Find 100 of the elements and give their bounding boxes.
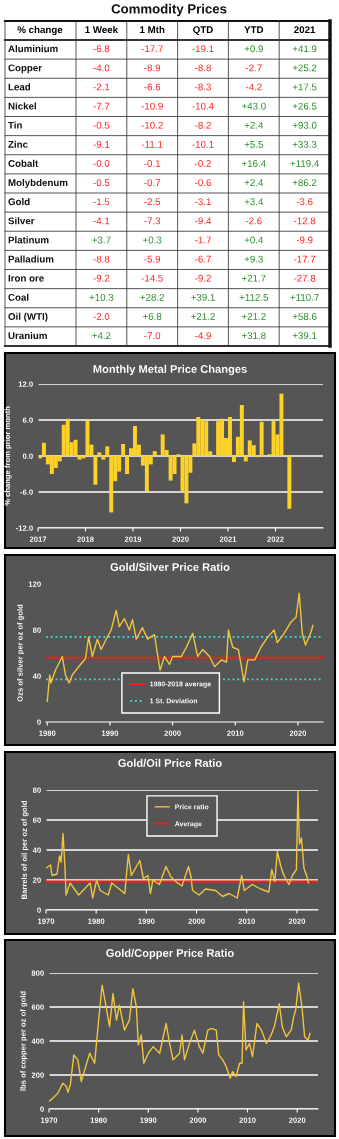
y-tick-label: Zinc	[8, 140, 28, 148]
data-label: -2.1	[93, 83, 110, 91]
data-label: +39.1	[292, 332, 317, 340]
data-label: +3.7	[92, 236, 111, 244]
data-label: +0.4	[244, 236, 264, 244]
data-label: +0.9	[244, 45, 263, 53]
data-label: -0.5	[93, 179, 110, 187]
data-label: -8.9	[144, 64, 161, 72]
data-label: -0.7	[144, 179, 161, 187]
y-tick-label: Silver	[8, 217, 35, 225]
bar	[73, 439, 78, 456]
y-tick-label: Gold	[8, 198, 30, 206]
data-label: +33.3	[292, 140, 317, 148]
data-label: +28.2	[140, 293, 165, 301]
data-label: -8.8	[93, 255, 110, 263]
data-label: -2.0	[93, 313, 110, 320]
bar	[196, 417, 201, 456]
data-label: -2.5	[144, 198, 161, 206]
bar	[271, 420, 276, 456]
chart-title: Monthly Metal Price Changes	[93, 364, 247, 376]
bar	[41, 442, 46, 456]
data-label: -8.2	[195, 121, 211, 129]
bar	[243, 456, 248, 462]
data-label: -7.7	[93, 102, 110, 110]
bar	[160, 434, 165, 456]
data-label: -3.6	[296, 198, 313, 206]
data-label: +2.4	[244, 121, 264, 129]
line-series	[46, 790, 310, 899]
data-label: -0.6	[195, 179, 211, 187]
data-label: -0.2	[195, 160, 211, 167]
data-label: +86.2	[292, 179, 317, 187]
chart-title: Commodity Prices	[111, 3, 227, 17]
bar	[220, 418, 225, 456]
y-tick-label: Nickel	[8, 102, 36, 110]
bar	[77, 456, 82, 460]
data-label: -4.2	[245, 83, 262, 91]
bar	[121, 444, 126, 456]
data-label: -9.9	[296, 236, 313, 244]
chart-title: Gold/Copper Price Ratio	[106, 948, 234, 960]
x-tick-label: 1 Mth	[140, 25, 165, 34]
data-label: -17.7	[141, 45, 163, 53]
data-label: +6.8	[143, 313, 162, 320]
data-label: -19.1	[192, 45, 214, 53]
bar	[287, 456, 292, 509]
data-label: -8.8	[195, 64, 211, 72]
data-label: -9.4	[195, 217, 212, 225]
bar	[133, 426, 137, 456]
x-tick-label: 2021	[294, 26, 316, 34]
bar	[247, 440, 252, 456]
data-label: +31.8	[241, 332, 266, 340]
data-label: -10.9	[141, 102, 163, 110]
data-label: -17.7	[293, 255, 316, 263]
bar	[279, 393, 284, 456]
bar	[216, 421, 221, 456]
data-label: +110.7	[290, 293, 319, 301]
data-label: -2.6	[245, 217, 262, 225]
bar	[152, 451, 157, 456]
data-label: +0.3	[143, 236, 162, 244]
line-series	[49, 982, 311, 1103]
data-label: -8.3	[195, 83, 211, 91]
data-label: -2.7	[245, 64, 262, 72]
data-label: +25.2	[292, 64, 317, 72]
data-label: +9.3	[244, 255, 263, 263]
bar	[228, 417, 232, 456]
bar	[168, 456, 173, 481]
data-label: +16.4	[241, 160, 266, 167]
x-tick-label: QTD	[193, 26, 213, 35]
data-label: +43.0	[241, 102, 266, 110]
data-label: +93.0	[292, 121, 317, 129]
data-label: -4.0	[93, 64, 110, 72]
bar	[93, 456, 98, 485]
y-tick-label: Coal	[8, 293, 29, 301]
data-label: +119.4	[290, 160, 319, 167]
chart-title: Gold/Oil Price Ratio	[118, 758, 222, 768]
data-label: -3.1	[195, 198, 211, 206]
y-tick-label: Aluminium	[8, 45, 58, 53]
bar	[65, 418, 70, 456]
data-label: -0.5	[93, 121, 110, 129]
y-tick-label: Cobalt	[8, 159, 39, 167]
y-tick-label: Platinum	[8, 236, 49, 244]
data-label: -6.8	[93, 45, 110, 53]
chart-title: Gold/Silver Price Ratio	[110, 562, 230, 572]
data-label: +58.6	[292, 313, 317, 320]
bar	[144, 456, 149, 492]
data-label: +112.5	[239, 293, 269, 301]
data-label: -6.7	[195, 255, 211, 263]
data-label: -0.1	[144, 160, 161, 167]
data-label: -4.9	[195, 332, 211, 340]
data-label: +41.9	[292, 45, 317, 53]
data-label: -7.3	[144, 217, 161, 225]
bar	[125, 456, 130, 474]
data-label: -10.1	[192, 140, 214, 148]
data-label: -4.1	[93, 217, 110, 225]
bar	[204, 421, 209, 456]
bar	[97, 452, 102, 456]
data-label: +4.2	[92, 332, 111, 339]
y-tick-label: Lead	[8, 83, 31, 91]
data-label: +17.5	[292, 83, 317, 91]
data-label: +5.5	[244, 141, 263, 148]
bar	[184, 456, 189, 504]
